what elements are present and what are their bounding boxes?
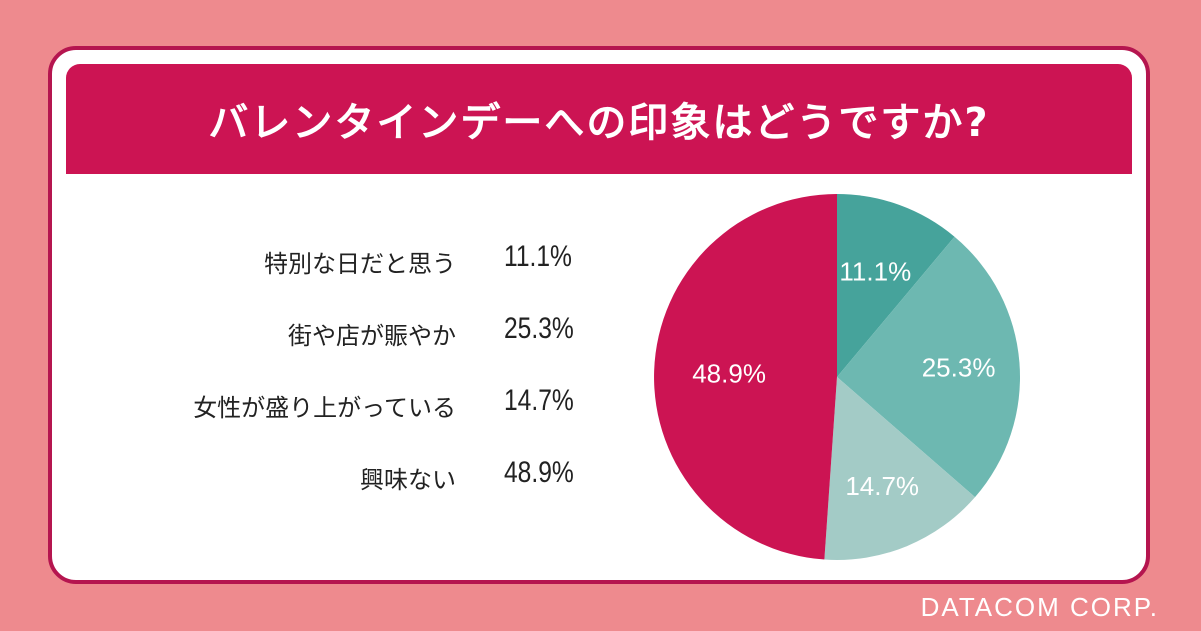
legend-label: 女性が盛り上がっている (193, 394, 456, 422)
brand-footer: DATACOM CORP. (920, 592, 1159, 622)
legend-item: 興味ない 48.9% (52, 456, 612, 496)
legend-value: 48.9% (504, 456, 574, 489)
slice-label: 14.7% (845, 471, 919, 501)
pie-slice (824, 377, 976, 560)
legend-item: 街や店が賑やか 25.3% (52, 312, 612, 352)
chart-card: バレンタインデーへの印象はどうですか? 特別な日だと思う 11.1% 街や店が賑… (48, 46, 1150, 584)
slice-label: 11.1% (839, 257, 911, 287)
chart-title: バレンタインデーへの印象はどうですか? (208, 100, 990, 146)
legend-label: 街や店が賑やか (288, 322, 456, 350)
legend-label: 興味ない (360, 466, 456, 494)
legend-item: 特別な日だと思う 11.1% (52, 240, 612, 280)
slice-label: 48.9% (692, 358, 766, 388)
legend-label: 特別な日だと思う (264, 250, 456, 278)
pie-slice (654, 194, 837, 560)
legend-value: 14.7% (504, 384, 574, 417)
pie-slice (837, 194, 955, 377)
legend-value: 25.3% (504, 312, 574, 345)
legend-item: 女性が盛り上がっている 14.7% (52, 384, 612, 424)
pie-chart: 11.1% 25.3% 14.7% 48.9% (654, 194, 1021, 560)
slice-label: 25.3% (922, 352, 996, 382)
legend-value: 11.1% (504, 240, 572, 273)
title-banner: バレンタインデーへの印象はどうですか? (66, 64, 1132, 174)
pie-slice (837, 236, 1021, 498)
